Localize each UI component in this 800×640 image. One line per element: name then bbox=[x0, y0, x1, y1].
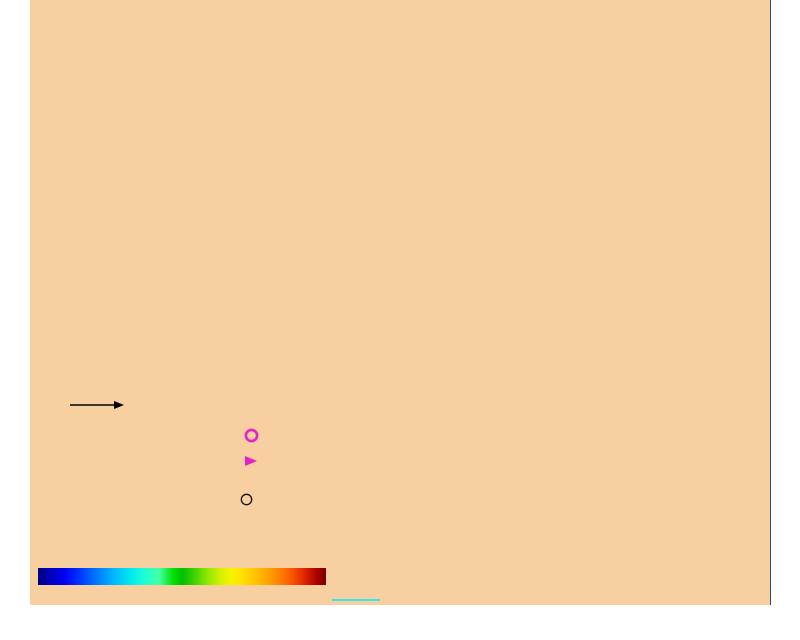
map-plot-area[interactable] bbox=[30, 0, 771, 605]
depth-contour-legend-line bbox=[332, 599, 380, 601]
soop-circle-icon bbox=[240, 493, 253, 506]
drifter-triangle-icon bbox=[245, 456, 257, 466]
argo-circle-icon bbox=[244, 428, 259, 443]
velocity-scale-arrow-icon bbox=[70, 401, 124, 409]
temperature-colorbar[interactable] bbox=[38, 568, 326, 585]
coastline-land-layer bbox=[30, 0, 770, 605]
copyright-credit bbox=[775, 0, 795, 605]
